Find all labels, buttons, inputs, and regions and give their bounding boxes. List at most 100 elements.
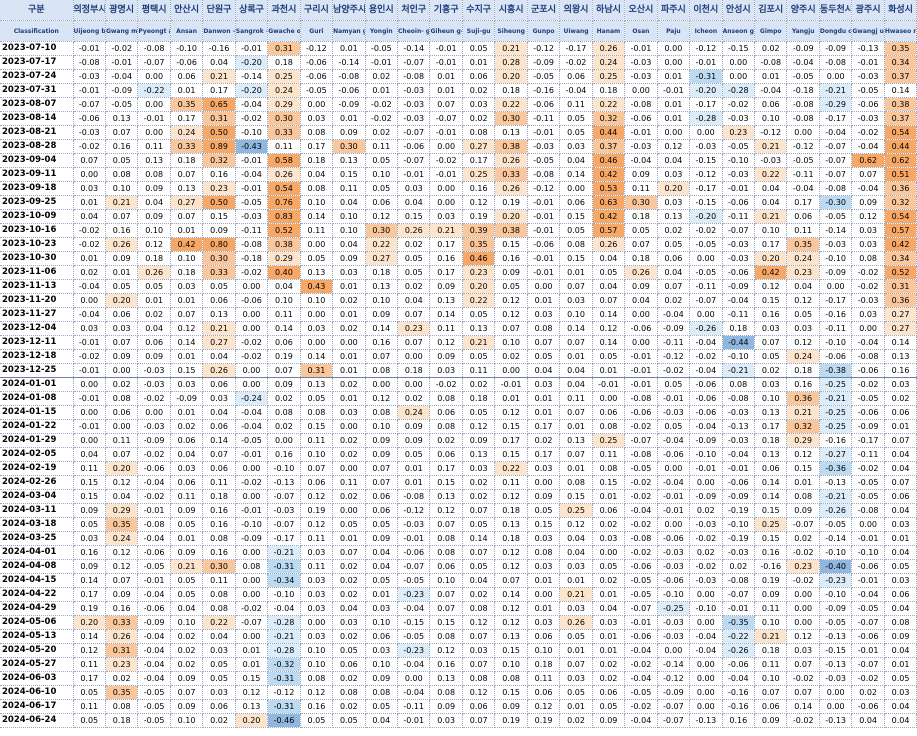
heat-cell: 0.03 (202, 391, 236, 406)
heat-cell: 0.05 (332, 517, 366, 532)
heat-cell: 0.03 (300, 601, 334, 616)
heat-cell: 0.24 (592, 55, 626, 70)
row-date-label: 2023-09-04 (0, 153, 74, 168)
heat-cell: 0.07 (105, 209, 139, 224)
heat-cell: -0.08 (137, 41, 171, 56)
heat-cell: 0.09 (429, 349, 463, 364)
heat-cell: -0.11 (722, 209, 756, 224)
column-header-korean: 오산시 (624, 0, 658, 21)
heat-cell: 0.26 (105, 629, 139, 644)
row-date-label: 2024-06-17 (0, 699, 74, 714)
column-header-english: Ansan (170, 20, 204, 42)
heat-cell: -0.05 (365, 41, 399, 56)
column-header-korean: 파주시 (657, 0, 691, 21)
heat-cell: 0.06 (462, 69, 496, 84)
heat-cell: 0.05 (462, 405, 496, 420)
column-header-english: Danwon -gu (202, 20, 236, 42)
heat-cell: 0.02 (332, 699, 366, 714)
heat-cell: -0.10 (689, 601, 723, 616)
heat-cell: 0.13 (462, 321, 496, 336)
heat-cell: 0.10 (365, 615, 399, 630)
heat-cell: -0.04 (105, 69, 139, 84)
heat-cell: 0.07 (559, 335, 593, 350)
heat-cell: 0.03 (462, 461, 496, 476)
heat-cell: 0.14 (494, 587, 528, 602)
heat-cell: 0.04 (332, 195, 366, 210)
heat-cell: -0.16 (722, 699, 756, 714)
heat-cell: 0.26 (137, 265, 171, 280)
heat-cell: 0.12 (105, 559, 139, 574)
heat-cell: 0.04 (884, 503, 917, 518)
table-row: 2023-10-30 0.01 0.09 0.18 0.10 0.30 -0.18 0.29 0… (0, 251, 917, 266)
heat-cell: 0.52 (267, 223, 301, 238)
heat-cell: 0.11 (267, 139, 301, 154)
heat-cell: 0.54 (884, 125, 917, 140)
heat-cell: 0.20 (105, 461, 139, 476)
heat-cell: 0.11 (429, 321, 463, 336)
heat-cell: 0.54 (267, 181, 301, 196)
row-date-label: 2024-01-29 (0, 433, 74, 448)
row-date-label: 2024-04-01 (0, 545, 74, 560)
heat-cell: 0.06 (105, 307, 139, 322)
heat-cell: 0.07 (429, 587, 463, 602)
heat-cell: 0.21 (105, 195, 139, 210)
table-row: 2023-10-16 -0.02 0.16 0.10 0.01 0.09 -0.11 0.52… (0, 223, 917, 238)
heat-cell: 0.01 (137, 293, 171, 308)
heat-cell: -0.02 (851, 125, 885, 140)
heat-cell: 0.07 (527, 335, 561, 350)
heat-cell: 0.12 (300, 685, 334, 700)
heat-cell: -0.06 (657, 573, 691, 588)
heat-cell: -0.04 (624, 671, 658, 686)
heat-cell: -0.13 (851, 41, 885, 56)
heat-cell: 0.29 (267, 97, 301, 112)
column-header-english: Gwache on (267, 20, 301, 42)
heat-cell: -0.36 (819, 461, 853, 476)
heat-cell: -0.03 (819, 237, 853, 252)
heat-cell: 0.00 (722, 69, 756, 84)
heat-cell: 0.14 (267, 321, 301, 336)
heat-cell: -0.11 (819, 321, 853, 336)
row-date-label: 2024-01-01 (0, 377, 74, 392)
heat-cell: 0.26 (397, 223, 431, 238)
heat-cell: -0.28 (267, 615, 301, 630)
heat-cell: 0.33 (105, 615, 139, 630)
heat-cell: -0.02 (137, 447, 171, 462)
heat-cell: 0.06 (559, 69, 593, 84)
table-row: 2023-10-23 -0.02 0.26 0.12 0.42 0.80 -0.08 0.38… (0, 237, 917, 252)
heat-cell: 0.03 (170, 279, 204, 294)
heat-cell: 0.05 (300, 713, 334, 728)
heat-cell: 0.14 (559, 321, 593, 336)
heat-cell: -0.03 (624, 69, 658, 84)
heat-cell: -0.02 (73, 223, 106, 238)
heat-cell: 0.19 (494, 195, 528, 210)
heat-cell: -0.06 (300, 69, 334, 84)
heat-cell: -0.06 (722, 475, 756, 490)
heat-cell: 0.06 (754, 97, 788, 112)
heat-cell: 0.10 (559, 307, 593, 322)
heat-cell: 0.06 (754, 461, 788, 476)
row-date-label: 2024-02-05 (0, 447, 74, 462)
heat-cell: -0.13 (267, 475, 301, 490)
column-header-korean: 시흥시 (494, 0, 528, 21)
heat-cell: -0.12 (527, 41, 561, 56)
table-row: 2023-11-27 -0.04 0.06 0.02 0.07 0.13 0.00 0.11 0… (0, 307, 917, 322)
column-header-english: Icheon (689, 20, 723, 42)
heat-cell: -0.25 (819, 405, 853, 420)
row-date-label: 2024-06-24 (0, 713, 74, 728)
column-header-english: Anseon g (722, 20, 756, 42)
column-header-korean: 남양주시 (332, 0, 366, 21)
heat-cell: 0.05 (300, 251, 334, 266)
heat-cell: -0.20 (689, 83, 723, 98)
heat-cell: -0.05 (527, 153, 561, 168)
heat-cell: -0.08 (786, 111, 820, 126)
heat-cell: 0.02 (365, 125, 399, 140)
row-date-label: 2023-07-24 (0, 69, 74, 84)
heat-cell: 0.05 (559, 223, 593, 238)
heat-cell: -0.20 (689, 209, 723, 224)
heat-cell: 0.03 (786, 643, 820, 658)
heat-cell: 0.10 (429, 573, 463, 588)
heat-cell: 0.12 (786, 293, 820, 308)
heat-cell: 0.08 (365, 405, 399, 420)
heat-cell: -0.12 (754, 125, 788, 140)
heat-cell: -0.01 (657, 83, 691, 98)
